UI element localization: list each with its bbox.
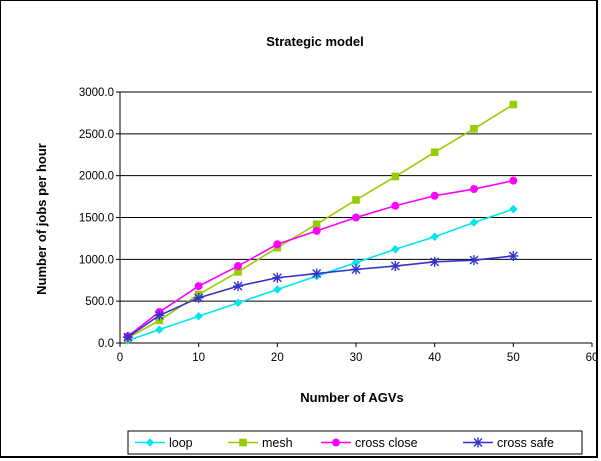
data-point (429, 256, 440, 267)
y-tick-label: 0.0 (98, 338, 114, 350)
series-cross-close (123, 176, 518, 341)
data-point (122, 332, 133, 343)
data-point (430, 232, 439, 241)
x-tick-labels: 0 10 20 30 40 50 60 (117, 352, 599, 364)
data-point (351, 258, 361, 267)
legend-label: cross close (355, 436, 418, 450)
data-point (234, 268, 242, 276)
data-point (470, 185, 478, 194)
legend-box (127, 430, 583, 455)
y-tick-label: 2000.0 (79, 171, 114, 183)
data-point (469, 255, 479, 266)
legend-entry: cross close (321, 436, 418, 450)
data-point (473, 437, 483, 448)
series-loop (123, 204, 518, 345)
data-point (470, 125, 478, 133)
series-line (127, 255, 514, 338)
legend-entry: loop (135, 436, 193, 450)
legend: loop mesh cross close cross safe (127, 430, 583, 455)
data-point (311, 268, 322, 279)
data-point (233, 298, 243, 308)
data-point (508, 250, 519, 261)
x-tick-label: 20 (271, 352, 284, 364)
series-line (127, 179, 514, 337)
data-point (273, 285, 282, 294)
data-point (193, 292, 204, 303)
axes (116, 91, 593, 347)
data-point (312, 226, 321, 235)
data-point (272, 272, 283, 283)
data-point (469, 218, 479, 227)
y-axis-label: Number of jobs per hour (34, 143, 49, 295)
data-point (390, 261, 401, 272)
data-point (391, 172, 400, 181)
data-point (332, 438, 340, 447)
data-point (509, 176, 518, 185)
legend-label: cross safe (497, 436, 554, 450)
legend-entry: cross safe (463, 436, 554, 450)
x-tick-label: 30 (350, 352, 363, 364)
y-tick-label: 1000.0 (79, 254, 114, 266)
x-axis-label: Number of AGVs (300, 390, 404, 405)
legend-entry: mesh (228, 436, 293, 450)
chart-title: Strategic model (266, 34, 364, 49)
data-point (352, 196, 360, 204)
x-tick-label: 50 (507, 352, 520, 364)
data-point (234, 262, 242, 271)
data-point (239, 438, 247, 447)
y-tick-label: 1500.0 (79, 213, 114, 225)
data-point (351, 264, 361, 275)
series-cross-safe (122, 250, 519, 343)
data-point (155, 316, 164, 325)
data-point (273, 240, 282, 249)
x-tick-label: 10 (192, 352, 205, 364)
y-tick-label: 2500.0 (79, 129, 114, 141)
data-point (233, 281, 243, 292)
data-point (145, 438, 155, 447)
data-point (194, 282, 203, 291)
legend-label: mesh (262, 436, 293, 450)
data-point (352, 213, 360, 222)
y-tick-label: 3000.0 (79, 87, 114, 99)
data-point (509, 100, 518, 109)
data-point (430, 148, 439, 157)
x-tick-label: 40 (428, 352, 441, 364)
y-tick-label: 500.0 (85, 296, 114, 308)
y-tick-labels: 0.0 500.0 1000.0 1500.0 2000.0 2500.0 3000.0 (79, 87, 114, 350)
data-point (312, 220, 321, 228)
legend-label: loop (169, 436, 193, 450)
data-point (430, 191, 439, 200)
x-tick-label: 0 (117, 352, 123, 364)
data-point (391, 201, 400, 210)
series-group (122, 100, 519, 345)
data-point (391, 245, 400, 254)
data-point (155, 325, 164, 334)
data-point (154, 310, 165, 321)
data-point (509, 204, 518, 214)
data-point (194, 312, 203, 321)
x-tick-label: 60 (586, 352, 599, 364)
